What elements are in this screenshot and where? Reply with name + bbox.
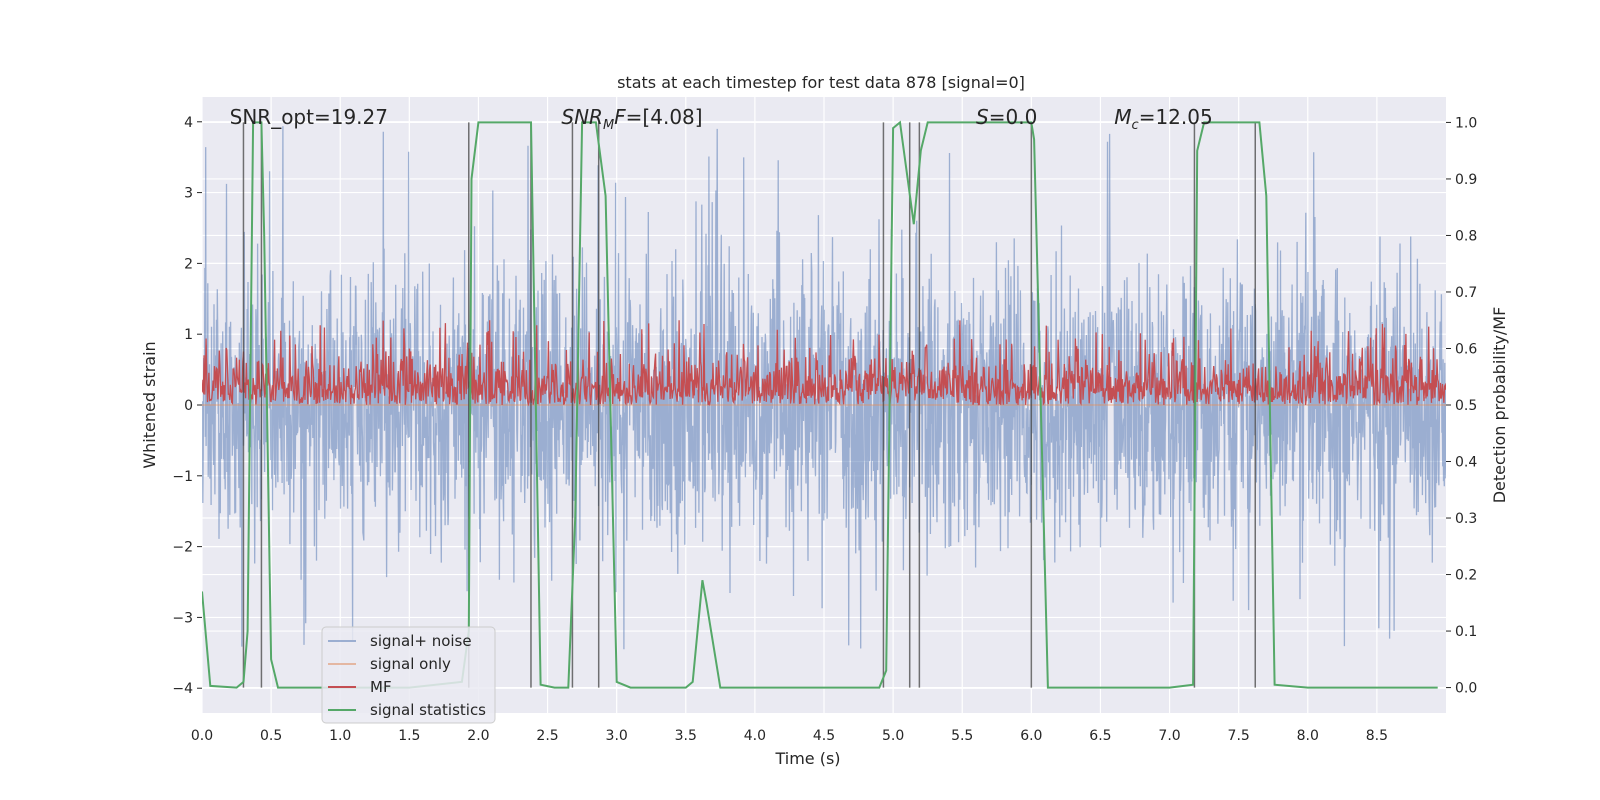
y-tick-label-right: 0.4 (1455, 455, 1477, 471)
x-tick-label: 0.5 (260, 728, 282, 744)
y-tick-label-left: 1 (184, 327, 193, 343)
y-tick-label-left: 4 (184, 115, 193, 131)
y-tick-label-right: 0.5 (1455, 398, 1477, 414)
y-tick-label-right: 0.1 (1455, 624, 1477, 640)
annotation-mc-value: Mc=12.05 (1114, 105, 1212, 133)
x-tick-label: 7.5 (1228, 728, 1250, 744)
x-tick-label: 8.0 (1297, 728, 1319, 744)
x-tick-label: 2.5 (536, 728, 558, 744)
x-tick-label: 3.5 (675, 728, 697, 744)
y-tick-label-right: 1.0 (1455, 115, 1477, 131)
y-tick-label-right: 0.3 (1455, 511, 1477, 527)
legend-box (321, 626, 496, 724)
y-ticks-right: 1.0 0.9 0.8 0.7 0.6 0.5 0.4 0.3 0.2 0.1 0.0 (1446, 115, 1477, 697)
x-tick-label: 5.5 (951, 728, 973, 744)
y-tick-label-left: −4 (172, 681, 193, 697)
x-tick-label: 7.0 (1158, 728, 1180, 744)
series-mf (202, 320, 1446, 407)
legend-label: signal only (370, 655, 451, 673)
y-axis-label-right: Detection probability/MF (1490, 307, 1509, 504)
annotation-snr-opt: SNR_opt=19.27 (230, 105, 388, 129)
x-tick-label: 5.0 (882, 728, 904, 744)
x-axis-label: Time (s) (774, 749, 840, 768)
x-tick-label: 1.5 (398, 728, 420, 744)
y-tick-label-right: 0.0 (1455, 681, 1477, 697)
y-tick-label-left: −3 (172, 610, 193, 626)
legend-label: signal statistics (370, 701, 486, 719)
chart-title: stats at each timestep for test data 878… (617, 73, 1025, 92)
y-tick-label-left: −1 (172, 469, 193, 485)
x-tick-label: 6.0 (1020, 728, 1042, 744)
annotation-snr-mf: SNRMF=[4.08] (561, 105, 702, 133)
x-tick-label: 8.5 (1366, 728, 1388, 744)
legend-label: MF (370, 678, 392, 696)
annotation-s-value: S=0.0 (976, 105, 1037, 129)
legend: signal+ noise signal only MF signal statist… (321, 626, 496, 724)
legend-label: signal+ noise (370, 632, 472, 650)
y-tick-label-left: 0 (184, 398, 193, 414)
y-tick-label-right: 0.2 (1455, 568, 1477, 584)
x-tick-label: 1.0 (329, 728, 351, 744)
y-tick-label-left: 3 (184, 186, 193, 202)
y-tick-label-right: 0.7 (1455, 285, 1477, 301)
y-axis-label-left: Whitened strain (140, 341, 159, 468)
x-tick-label: 4.5 (813, 728, 835, 744)
y-ticks-left: 4 3 2 1 0 −1 −2 −3 −4 (172, 115, 202, 697)
x-tick-label: 6.5 (1089, 728, 1111, 744)
x-tick-label: 4.0 (744, 728, 766, 744)
y-tick-label-left: −2 (172, 540, 193, 556)
y-tick-label-right: 0.6 (1455, 341, 1477, 357)
y-tick-label-right: 0.8 (1455, 228, 1477, 244)
annotations: SNR_opt=19.27 SNRMF=[4.08] S=0.0 Mc=12.05 (230, 105, 1213, 133)
x-tick-label: 2.0 (467, 728, 489, 744)
y-tick-label-left: 2 (184, 256, 193, 272)
y-tick-label-right: 0.9 (1455, 172, 1477, 188)
x-ticks: 0.0 0.5 1.0 1.5 2.0 2.5 3.0 3.5 4.0 4.5 5.0 5.5 6.0 6… (191, 728, 1388, 744)
x-tick-label: 3.0 (606, 728, 628, 744)
x-tick-label: 0.0 (191, 728, 213, 744)
